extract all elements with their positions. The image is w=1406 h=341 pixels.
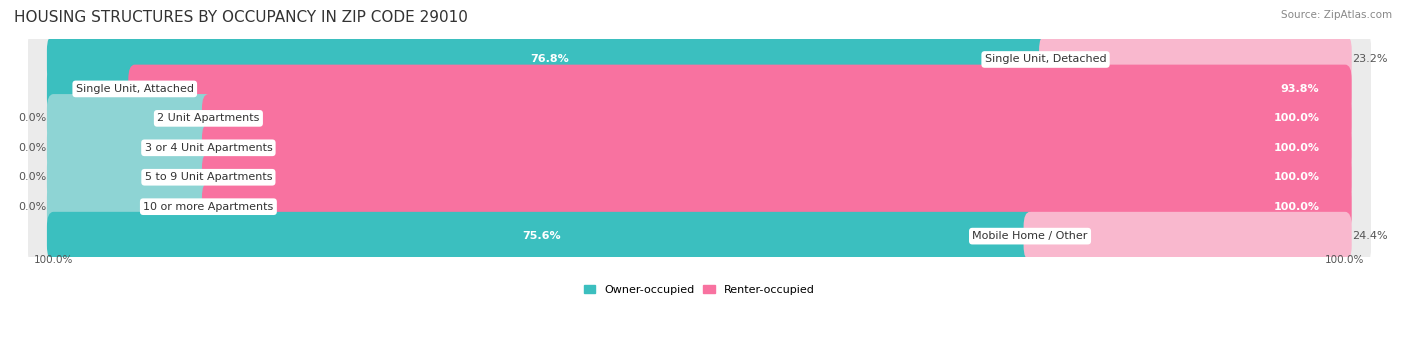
Text: 100.0%: 100.0% (1274, 172, 1319, 182)
FancyBboxPatch shape (28, 91, 1371, 146)
FancyBboxPatch shape (46, 35, 1052, 84)
Text: 23.2%: 23.2% (1351, 55, 1388, 64)
Text: 0.0%: 0.0% (18, 143, 46, 153)
Text: 0.0%: 0.0% (18, 172, 46, 182)
Text: 24.4%: 24.4% (1351, 231, 1388, 241)
FancyBboxPatch shape (46, 94, 215, 143)
Text: 0.0%: 0.0% (18, 202, 46, 212)
Text: 93.8%: 93.8% (1281, 84, 1319, 94)
FancyBboxPatch shape (28, 62, 1371, 116)
Text: 100.0%: 100.0% (1274, 202, 1319, 212)
Legend: Owner-occupied, Renter-occupied: Owner-occupied, Renter-occupied (579, 280, 818, 299)
Text: 10 or more Apartments: 10 or more Apartments (143, 202, 274, 212)
Text: 5 to 9 Unit Apartments: 5 to 9 Unit Apartments (145, 172, 273, 182)
Text: Single Unit, Detached: Single Unit, Detached (984, 55, 1107, 64)
Text: HOUSING STRUCTURES BY OCCUPANCY IN ZIP CODE 29010: HOUSING STRUCTURES BY OCCUPANCY IN ZIP C… (14, 10, 468, 25)
FancyBboxPatch shape (46, 153, 215, 202)
Text: Source: ZipAtlas.com: Source: ZipAtlas.com (1281, 10, 1392, 20)
FancyBboxPatch shape (46, 182, 215, 231)
Text: 100.0%: 100.0% (1274, 113, 1319, 123)
FancyBboxPatch shape (1039, 35, 1351, 84)
Text: 6.3%: 6.3% (79, 84, 110, 94)
Text: 76.8%: 76.8% (530, 55, 569, 64)
FancyBboxPatch shape (202, 153, 1351, 202)
FancyBboxPatch shape (202, 123, 1351, 172)
FancyBboxPatch shape (46, 123, 215, 172)
FancyBboxPatch shape (128, 65, 1351, 113)
FancyBboxPatch shape (28, 121, 1371, 175)
Text: Single Unit, Attached: Single Unit, Attached (76, 84, 194, 94)
FancyBboxPatch shape (46, 212, 1036, 261)
Text: 0.0%: 0.0% (18, 113, 46, 123)
Text: Mobile Home / Other: Mobile Home / Other (973, 231, 1088, 241)
FancyBboxPatch shape (202, 182, 1351, 231)
Text: 100.0%: 100.0% (1326, 255, 1365, 265)
Text: 100.0%: 100.0% (34, 255, 73, 265)
FancyBboxPatch shape (46, 65, 141, 113)
FancyBboxPatch shape (28, 209, 1371, 263)
FancyBboxPatch shape (28, 179, 1371, 234)
FancyBboxPatch shape (28, 32, 1371, 87)
FancyBboxPatch shape (1024, 212, 1351, 261)
Text: 75.6%: 75.6% (523, 231, 561, 241)
Text: 2 Unit Apartments: 2 Unit Apartments (157, 113, 260, 123)
Text: 3 or 4 Unit Apartments: 3 or 4 Unit Apartments (145, 143, 273, 153)
FancyBboxPatch shape (28, 150, 1371, 205)
Text: 100.0%: 100.0% (1274, 143, 1319, 153)
FancyBboxPatch shape (202, 94, 1351, 143)
